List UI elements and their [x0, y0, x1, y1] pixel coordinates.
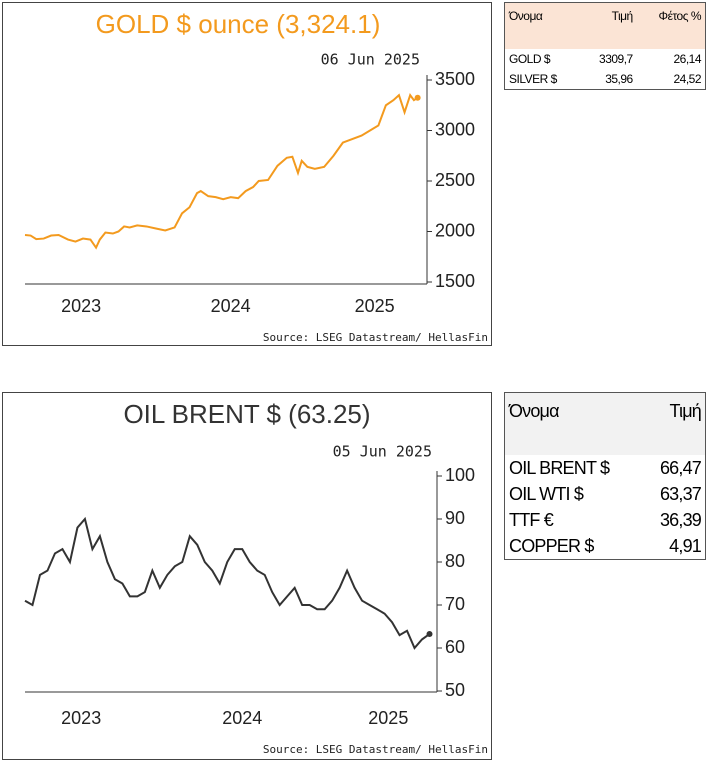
table-cell: GOLD $ [509, 52, 551, 66]
y-tick-label: 90 [445, 508, 465, 528]
price-line [24, 516, 431, 650]
price-line [24, 92, 419, 250]
table-cell: COPPER $ [509, 535, 594, 556]
table-cell: Όνομα [504, 392, 643, 455]
gold-chart: GOLD $ ounce (3,324.1) 06 Jun 2025 Source:… [2, 2, 492, 346]
table-cell: Όνομα [504, 2, 581, 49]
oil-chart: OIL BRENT $ (63.25) 05 Jun 2025 Source: LS… [2, 392, 492, 760]
y-tick-label: 50 [445, 680, 465, 700]
x-tick-label: 2023 [61, 296, 101, 316]
y-tick-label: 2500 [435, 170, 475, 190]
table-row: TTF € 36,39 [505, 507, 706, 533]
x-tick-label: 2024 [222, 708, 262, 728]
x-tick-label: 2024 [211, 296, 251, 316]
table-row: Όνομα Τιμή Φέτος % [504, 2, 706, 49]
last-point [414, 94, 421, 101]
chart-source: Source: LSEG Datastream/ HellasFin [263, 331, 488, 344]
table-cell: 63,37 [659, 483, 702, 504]
table-row: Όνομα Τιμή [504, 392, 706, 455]
gold-table: Όνομα Τιμή Φέτος % GOLD $ 3309,7 26,14 SILVER … [504, 2, 706, 90]
table-cell: SILVER $ [509, 72, 557, 86]
table-cell: Φέτος % [636, 2, 706, 49]
table-cell: 24,52 [673, 72, 701, 86]
oil-table: Όνομα Τιμή OIL BRENT $66,47 OIL WTI $63,37 T… [504, 392, 706, 560]
x-tick-label: 2025 [368, 708, 408, 728]
y-tick-label: 60 [445, 637, 465, 657]
x-tick-label: 2023 [61, 708, 101, 728]
table-cell: Τιμή [642, 392, 706, 455]
table-cell: 66,47 [659, 457, 702, 478]
table-row: SILVER $ 35,96 24,52 [505, 69, 706, 90]
table-row: COPPER $ 4,91 [505, 533, 706, 560]
chart-date: 05 Jun 2025 [333, 443, 432, 461]
chart-title: OIL BRENT $ (63.25) [123, 399, 370, 429]
table-cell: 4,91 [669, 535, 702, 556]
chart-date: 06 Jun 2025 [321, 51, 420, 69]
y-tick-label: 3000 [435, 119, 475, 139]
frame [2, 2, 492, 346]
table-cell: 35,96 [605, 72, 633, 86]
chart-title: GOLD $ ounce (3,324.1) [96, 9, 381, 39]
table-cell: 26,14 [673, 52, 701, 66]
y-tick-label: 3500 [435, 69, 475, 89]
x-tick-label: 2025 [355, 296, 395, 316]
y-tick-label: 1500 [435, 271, 475, 291]
table-row: OIL WTI $ 63,37 [505, 481, 706, 507]
table-row: GOLD $ 3309,7 26,14 [505, 49, 706, 69]
table-cell: OIL WTI $ [509, 483, 584, 504]
table-row: OIL BRENT $ 66,47 [505, 455, 706, 481]
table-cell: TTF € [509, 509, 554, 530]
table-cell: 36,39 [659, 509, 702, 530]
y-tick-label: 80 [445, 551, 465, 571]
y-tick-label: 100 [445, 465, 475, 485]
chart-source: Source: LSEG Datastream/ HellasFin [263, 743, 488, 756]
y-tick-label: 70 [445, 594, 465, 614]
last-point [426, 631, 433, 638]
table-cell: 3309,7 [599, 52, 633, 66]
frame [2, 392, 492, 760]
table-cell: OIL BRENT $ [509, 457, 610, 478]
y-tick-label: 2000 [435, 220, 475, 240]
table-cell: Τιμή [580, 2, 637, 49]
